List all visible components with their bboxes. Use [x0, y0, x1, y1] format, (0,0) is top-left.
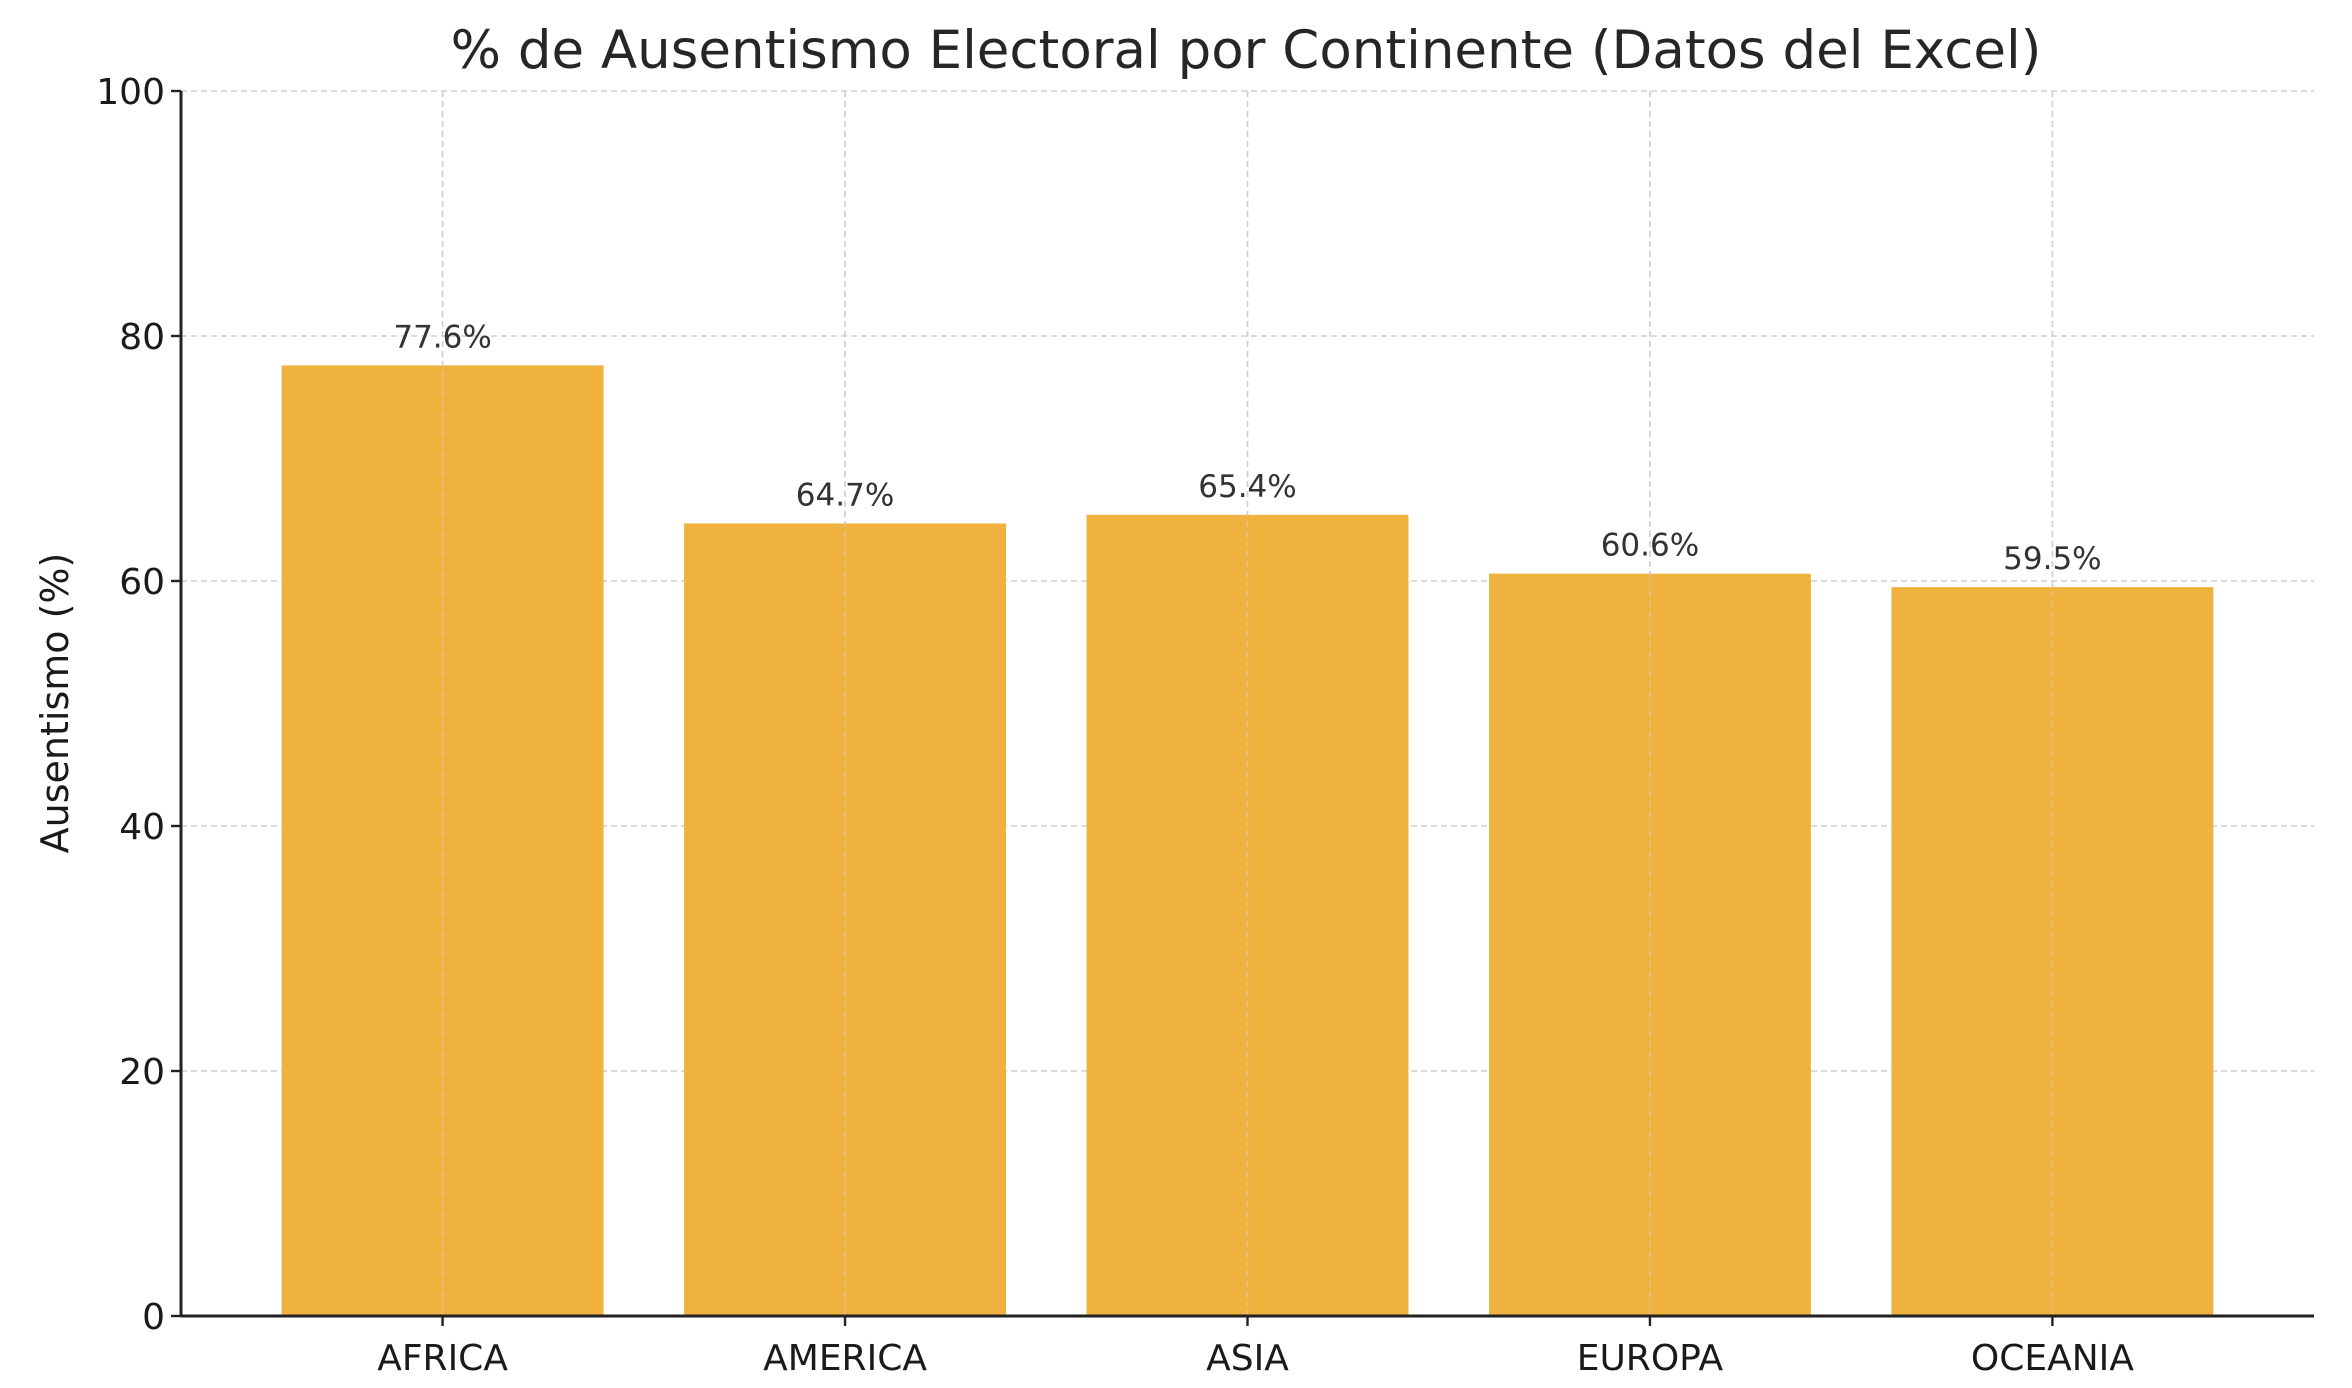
chart-title: % de Ausentismo Electoral por Continente… [451, 20, 2042, 81]
tick-labels: 0 20 40 60 80 100 AFRICA AMERICA ASIA EUROPA OCEAN… [96, 72, 2134, 1379]
x-tick-label: OCEANIA [1971, 1338, 2134, 1379]
y-tick-label: 20 [119, 1052, 165, 1093]
data-label-europa: 60.6% [1601, 528, 1699, 564]
x-tick-label: EUROPA [1577, 1338, 1724, 1379]
data-label-africa: 77.6% [393, 319, 491, 355]
x-tick-label: AFRICA [377, 1338, 508, 1379]
data-labels: 77.6% 64.7% 65.4% 60.6% 59.5% [393, 91, 2102, 1316]
y-tick-label: 60 [119, 562, 165, 603]
data-label-america: 64.7% [796, 477, 894, 513]
x-tick-label: AMERICA [763, 1338, 927, 1379]
data-label-oceania: 59.5% [2003, 541, 2101, 577]
data-label-asia: 65.4% [1198, 469, 1296, 505]
y-tick-label: 40 [119, 807, 165, 848]
x-tick-label: ASIA [1206, 1338, 1289, 1379]
y-tick-label: 0 [142, 1297, 165, 1338]
y-axis-label: Ausentismo (%) [33, 553, 77, 854]
y-tick-label: 80 [119, 317, 165, 358]
y-tick-label: 100 [96, 72, 165, 113]
